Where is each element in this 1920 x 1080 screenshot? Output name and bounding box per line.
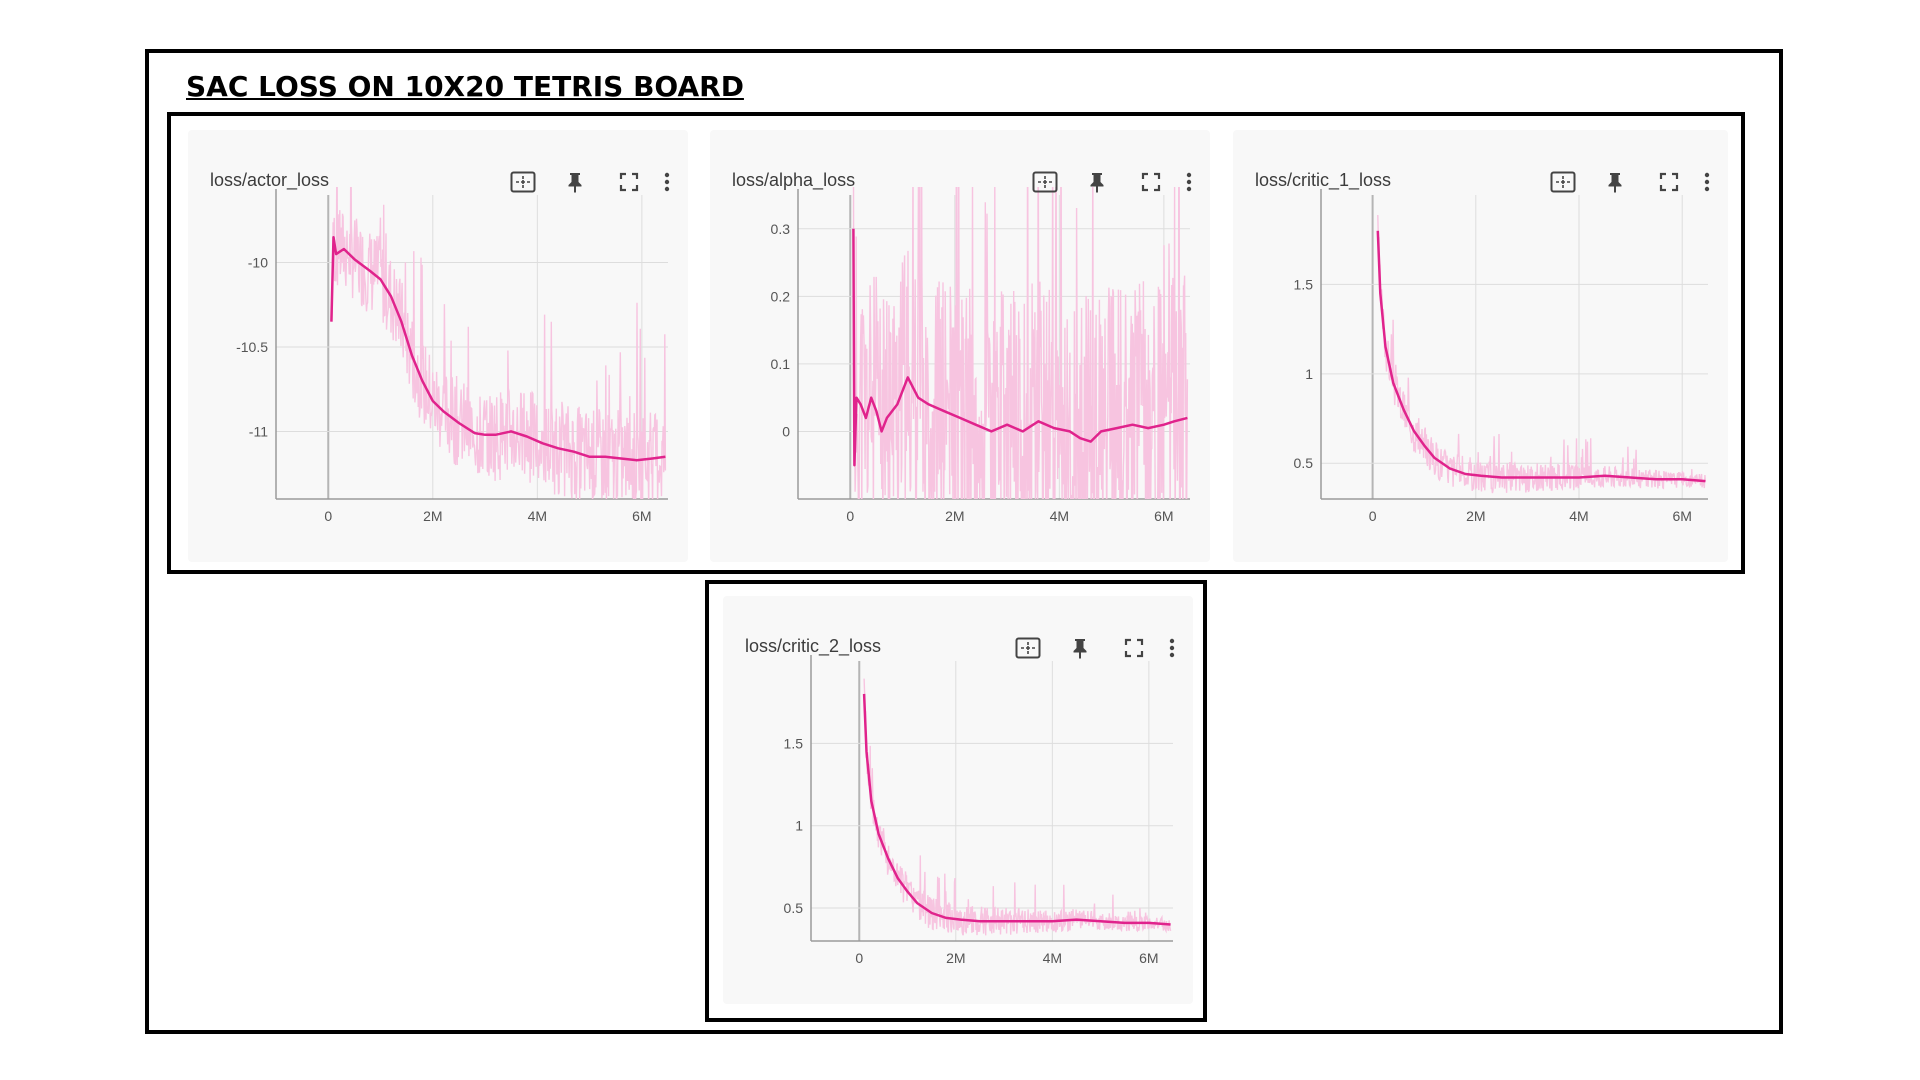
x-tick-label: 0 [324,508,332,524]
chart-plot: 0 2M 4M 6M 1.5 1 0.5 [784,655,1173,966]
x-tick-label: 4M [1569,508,1588,524]
x-tick-label: 2M [945,508,964,524]
chart-card-critic-2-loss: 0 2M 4M 6M 1.5 1 0.5 loss/critic_2_loss [723,596,1193,1004]
smoothed-series-line [330,235,666,462]
x-tick-label: 0 [855,950,863,966]
y-tick-label: -10 [248,255,268,271]
figure-frame [145,49,1783,1034]
x-tick-label: 6M [1154,508,1173,524]
fit-domain-icon[interactable] [1030,168,1060,196]
x-tick-label: 0 [1369,508,1377,524]
pin-icon[interactable] [1082,168,1112,196]
chart-title: loss/actor_loss [210,170,330,190]
y-tick-label: 0 [782,423,790,439]
chart-plot: 0 2M 4M 6M 1.5 1 0.5 [1294,189,1708,524]
chart-title: loss/alpha_loss [732,170,856,190]
fullscreen-icon[interactable] [1654,168,1684,196]
x-tick-label: 4M [1043,950,1062,966]
x-tick-label: 6M [1139,950,1158,966]
more-vert-icon[interactable] [1692,168,1722,196]
chart-title: loss/critic_1_loss [1255,170,1392,190]
fullscreen-icon[interactable] [614,168,644,196]
pin-icon[interactable] [1065,634,1095,662]
gridlines [1321,195,1708,499]
y-tick-label: 0.5 [1294,455,1314,471]
fullscreen-icon[interactable] [1119,634,1149,662]
x-tick-label: 4M [528,508,547,524]
y-tick-label: 0.2 [771,288,791,304]
y-tick-label: 0.5 [784,900,804,916]
x-tick-label: 4M [1050,508,1069,524]
y-tick-label: 1 [795,818,803,834]
chart-title: loss/critic_2_loss [745,636,882,656]
y-tick-label: 0.3 [771,221,791,237]
fit-domain-icon[interactable] [1548,168,1578,196]
smoothed-series-line [862,693,1171,926]
figure-heading: SAC LOSS ON 10X20 TETRIS BOARD [186,70,744,103]
chart-card-actor-loss: 0 2M 4M 6M -10 -10.5 -11 loss/actor_loss [188,130,688,562]
y-tick-label: 1.5 [1294,276,1314,292]
chart-card-alpha-loss: 0 2M 4M 6M 0.3 0.2 0.1 0 loss/alpha_loss [710,130,1210,562]
y-tick-label: 1 [1305,366,1313,382]
chart-card-critic-1-loss: 0 2M 4M 6M 1.5 1 0.5 loss/critic_1_loss [1233,130,1728,562]
x-tick-label: 2M [423,508,442,524]
fit-domain-icon[interactable] [1013,634,1043,662]
more-vert-icon[interactable] [1157,634,1187,662]
chart-plot: 0 2M 4M 6M -10 -10.5 -11 [236,187,668,524]
more-vert-icon[interactable] [1174,168,1204,196]
pin-icon[interactable] [560,168,590,196]
raw-series-line [330,187,667,499]
y-tick-label: 1.5 [784,735,804,751]
raw-series-line [852,187,1189,499]
gridlines [811,661,1173,941]
raw-series-line [863,678,1172,936]
chart-plot: 0 2M 4M 6M 0.3 0.2 0.1 0 [771,187,1190,524]
y-tick-label: -11 [249,423,268,439]
y-tick-label: 0.1 [771,356,791,372]
x-tick-label: 2M [1466,508,1485,524]
x-tick-label: 6M [1672,508,1691,524]
x-tick-label: 0 [846,508,854,524]
fullscreen-icon[interactable] [1136,168,1166,196]
x-tick-label: 6M [632,508,651,524]
fit-domain-icon[interactable] [508,168,538,196]
x-tick-label: 2M [946,950,965,966]
more-vert-icon[interactable] [652,168,682,196]
raw-series-line [1377,214,1707,494]
y-tick-label: -10.5 [236,339,268,355]
smoothed-series-line [1376,230,1706,483]
smoothed-series-line [852,228,1188,467]
pin-icon[interactable] [1600,168,1630,196]
